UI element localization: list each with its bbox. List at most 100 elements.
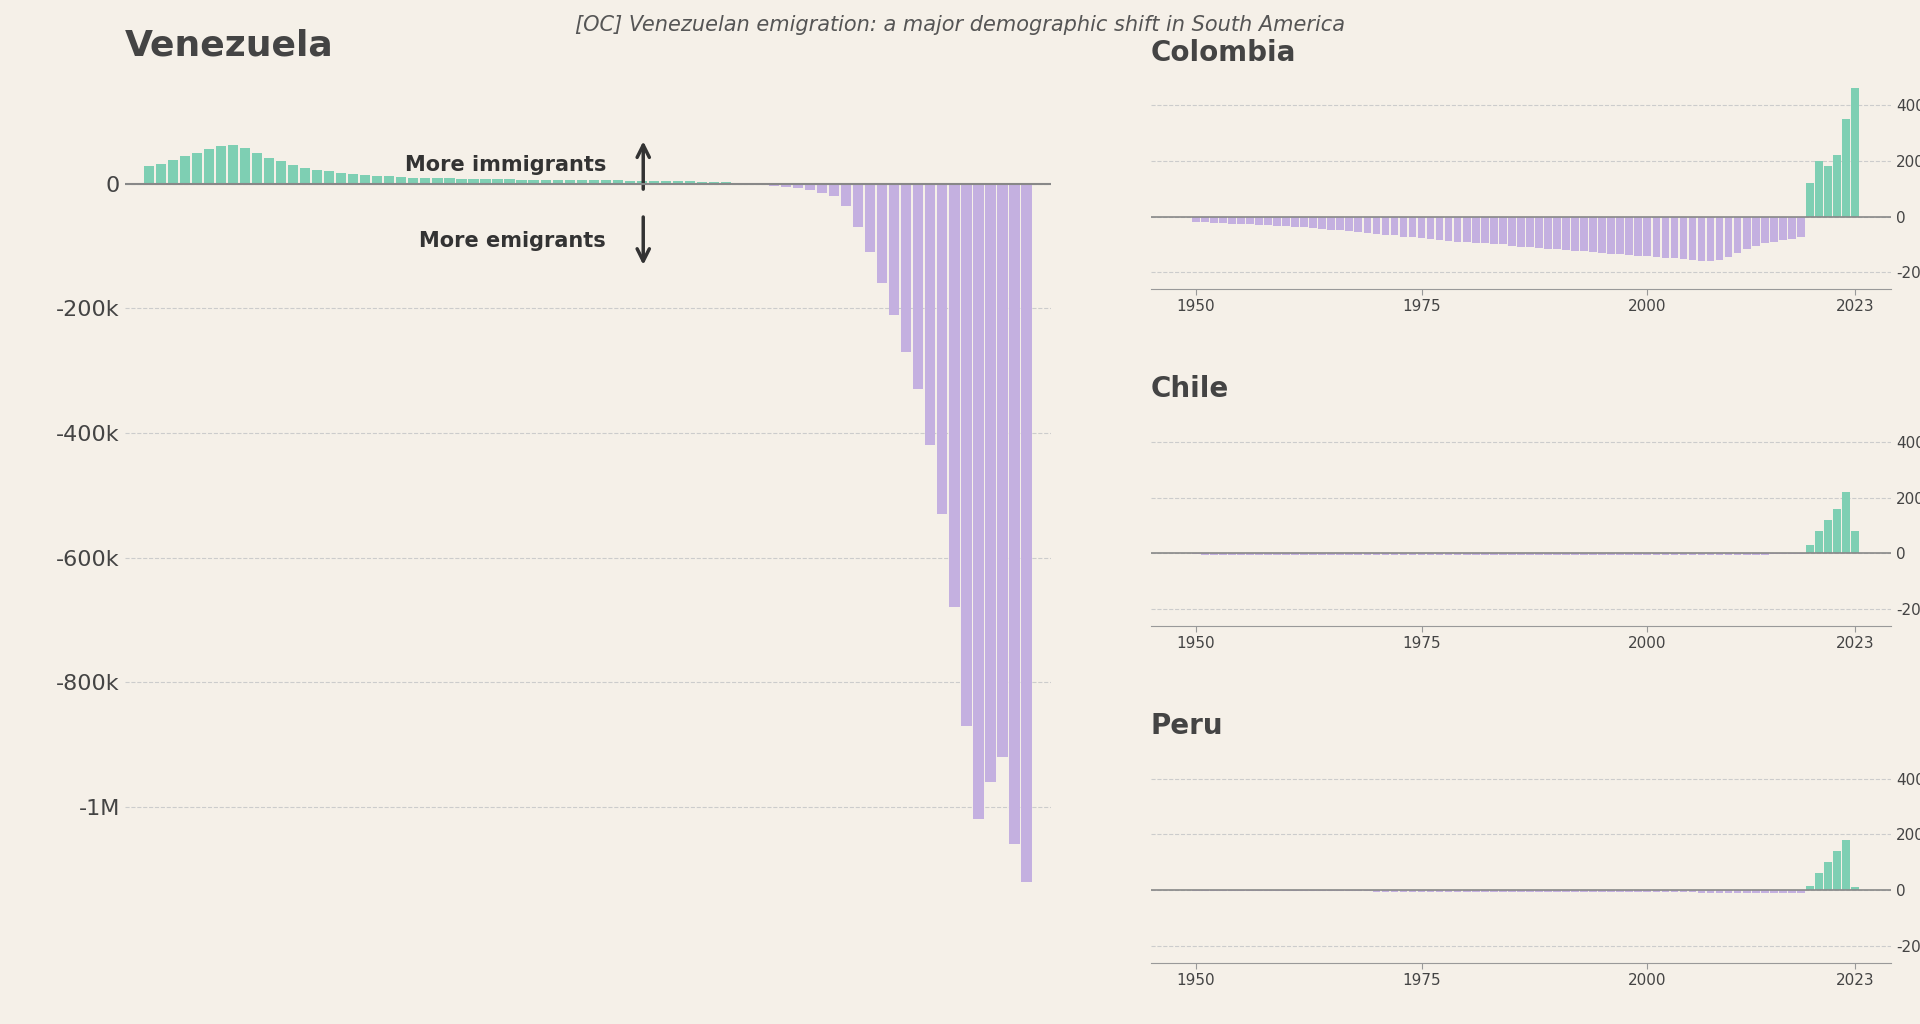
Bar — [1553, 216, 1561, 250]
Bar — [1444, 890, 1452, 892]
Bar — [1724, 890, 1732, 893]
Bar — [1780, 216, 1788, 241]
Bar — [1670, 890, 1678, 893]
Bar — [553, 180, 563, 184]
Bar — [1607, 553, 1615, 555]
Bar — [1553, 890, 1561, 892]
Bar — [1743, 553, 1751, 555]
Bar — [1580, 890, 1588, 892]
Bar — [962, 184, 972, 726]
Bar — [1670, 553, 1678, 555]
Bar — [1256, 553, 1263, 555]
Bar — [1761, 216, 1768, 243]
Bar — [1219, 553, 1227, 555]
Bar — [1409, 216, 1417, 238]
Bar — [1797, 890, 1805, 893]
Bar — [1336, 890, 1344, 892]
Bar — [1653, 553, 1661, 555]
Bar — [1707, 216, 1715, 261]
Bar — [1517, 553, 1524, 555]
Bar — [1436, 553, 1444, 555]
Bar — [1256, 890, 1263, 891]
Bar — [1834, 851, 1841, 890]
Bar — [1617, 553, 1624, 555]
Bar — [685, 181, 695, 184]
Bar — [1661, 890, 1668, 892]
Text: Venezuela: Venezuela — [125, 28, 334, 62]
Bar — [1507, 890, 1515, 892]
Bar — [1834, 156, 1841, 216]
Bar — [1500, 553, 1507, 555]
Bar — [1309, 216, 1317, 228]
Bar — [1824, 520, 1832, 553]
Bar — [1473, 216, 1480, 243]
Bar — [1327, 890, 1334, 891]
Bar — [1780, 553, 1788, 554]
Bar — [1734, 890, 1741, 893]
Bar — [1824, 862, 1832, 890]
Bar — [697, 181, 707, 184]
Bar — [1363, 216, 1371, 232]
Bar — [576, 180, 588, 184]
Bar — [1661, 216, 1668, 258]
Bar — [1841, 840, 1849, 890]
Bar — [204, 148, 213, 184]
Bar — [1734, 216, 1741, 253]
Bar — [1834, 509, 1841, 553]
Bar — [1373, 890, 1380, 892]
Bar — [1707, 890, 1715, 893]
Bar — [1563, 216, 1571, 250]
Bar — [1490, 216, 1498, 244]
Bar — [1536, 890, 1544, 892]
Bar — [1697, 553, 1705, 555]
Bar — [1851, 888, 1859, 890]
Bar — [1644, 890, 1651, 892]
Bar — [841, 184, 851, 206]
Bar — [1300, 216, 1308, 227]
Bar — [996, 184, 1008, 757]
Bar — [1346, 890, 1354, 892]
Bar — [1716, 216, 1724, 260]
Bar — [336, 173, 346, 184]
Bar — [1236, 216, 1244, 224]
Bar — [1536, 216, 1544, 248]
Bar — [480, 179, 492, 184]
Bar — [313, 170, 323, 184]
Bar — [1571, 890, 1578, 892]
Bar — [1480, 553, 1488, 555]
Bar — [263, 158, 275, 184]
Bar — [528, 180, 540, 184]
Bar — [1788, 216, 1795, 239]
Bar — [1580, 553, 1588, 555]
Bar — [1354, 553, 1361, 555]
Bar — [1814, 873, 1822, 890]
Bar — [589, 180, 599, 184]
Bar — [852, 184, 864, 227]
Bar — [1463, 216, 1471, 242]
Bar — [1453, 890, 1461, 892]
Bar — [829, 184, 839, 197]
Bar — [1363, 553, 1371, 555]
Bar — [516, 180, 526, 184]
Bar — [1382, 890, 1390, 892]
Text: [OC] Venezuelan emigration: a major demographic shift in South America: [OC] Venezuelan emigration: a major demo… — [574, 15, 1346, 36]
Bar — [1283, 553, 1290, 555]
Bar — [1246, 553, 1254, 555]
Bar — [361, 175, 371, 184]
Bar — [1319, 216, 1327, 229]
Bar — [1563, 890, 1571, 892]
Bar — [1490, 890, 1498, 892]
Bar — [1788, 890, 1795, 893]
Bar — [1644, 216, 1651, 256]
Bar — [468, 179, 478, 184]
Bar — [1417, 553, 1425, 555]
Bar — [1690, 890, 1697, 893]
Bar — [1851, 531, 1859, 553]
Text: Chile: Chile — [1150, 376, 1229, 403]
Bar — [948, 184, 960, 607]
Bar — [1327, 216, 1334, 230]
Bar — [1480, 890, 1488, 892]
Bar — [1617, 216, 1624, 254]
Bar — [276, 162, 286, 184]
Bar — [1797, 216, 1805, 238]
